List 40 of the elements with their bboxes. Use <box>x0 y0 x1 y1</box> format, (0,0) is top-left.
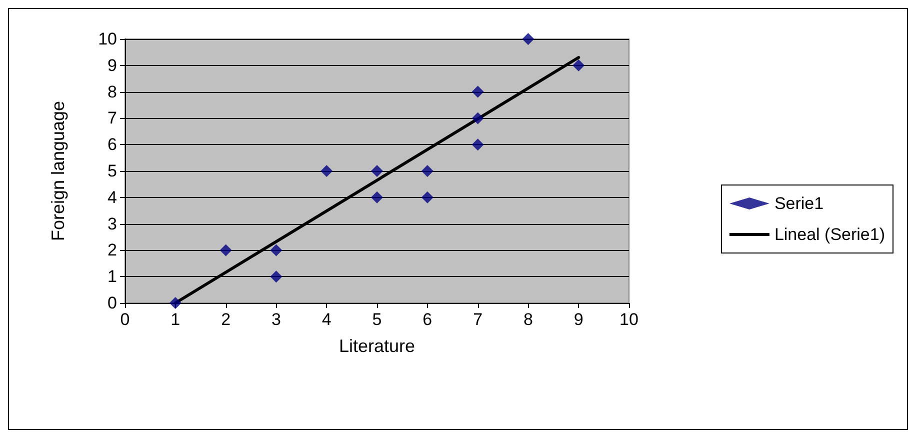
point <box>169 297 182 309</box>
point <box>270 244 282 256</box>
y-tick-label: 5 <box>108 162 117 180</box>
x-tick-label: 9 <box>574 310 584 329</box>
point <box>572 59 585 72</box>
x-tick-label: 5 <box>372 310 382 329</box>
point <box>371 191 383 204</box>
y-tick-label: 8 <box>108 82 117 102</box>
y-tick-label: 4 <box>108 188 117 207</box>
x-tick-label: 2 <box>221 310 231 329</box>
point <box>522 33 534 45</box>
x-tick-label: 7 <box>473 310 483 329</box>
y-tick-label: 10 <box>98 30 117 48</box>
point <box>320 165 333 177</box>
x-tick-label: 3 <box>271 310 281 329</box>
point <box>220 244 232 256</box>
x-tick-label: 8 <box>523 310 533 329</box>
point <box>371 165 383 177</box>
y-tick-label: 7 <box>108 108 117 128</box>
y-tick-label: 0 <box>108 294 117 312</box>
point <box>472 112 484 124</box>
y-tick-label: 3 <box>108 214 117 234</box>
y-tick-label: 1 <box>108 267 117 286</box>
y-tick-label: 9 <box>108 56 117 75</box>
x-axis-title: Literature <box>338 336 416 356</box>
x-tick-label: 1 <box>170 310 180 329</box>
point <box>472 138 484 151</box>
x-tick-label: 6 <box>422 310 432 329</box>
y-tick-label: 2 <box>108 240 117 260</box>
point <box>472 86 484 98</box>
x-tick-label: 10 <box>620 310 638 329</box>
y-tick-label: 6 <box>108 135 117 154</box>
x-tick-label: 0 <box>120 310 130 329</box>
point <box>421 165 434 177</box>
point <box>421 191 434 204</box>
legend-label: Serie1 <box>774 194 824 213</box>
y-axis-title: Foreign language <box>48 100 68 242</box>
legend-label: Lineal (Serie1) <box>774 225 886 244</box>
x-tick-label: 4 <box>322 310 332 329</box>
point <box>270 270 282 283</box>
